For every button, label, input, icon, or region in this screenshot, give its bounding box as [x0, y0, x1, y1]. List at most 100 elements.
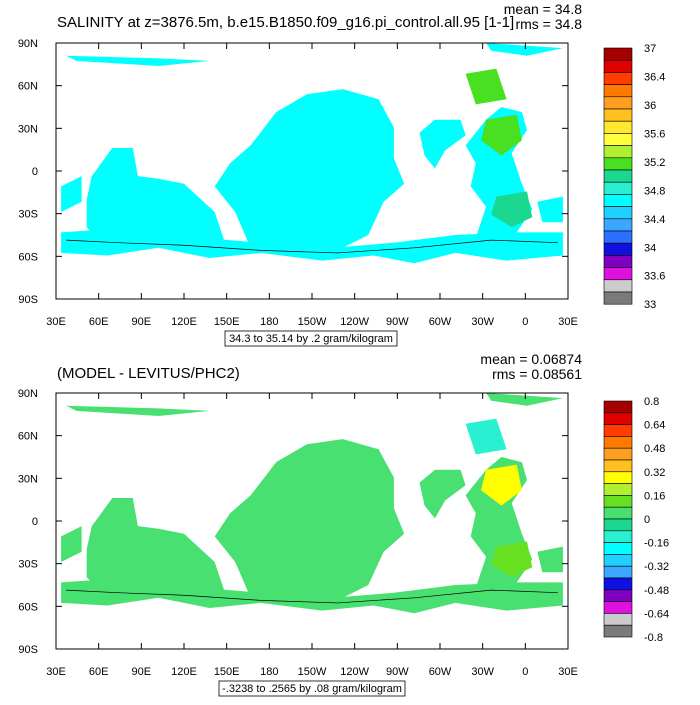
colorbar-label: 0.64: [644, 420, 665, 432]
colorbar-swatch: [603, 96, 633, 110]
x-tick-label: 60E: [89, 316, 109, 328]
ocean-field-region: [66, 55, 210, 66]
ocean-field-region: [86, 498, 225, 598]
ocean-field-region: [86, 148, 225, 248]
colorbar-swatch: [603, 59, 633, 73]
x-tick-label: 150E: [214, 666, 240, 678]
colorbar-label: 34: [644, 242, 656, 254]
x-tick-label: 30E: [558, 316, 578, 328]
panel-2-mean: mean = 0.06874: [480, 351, 582, 367]
ocean-field-region: [61, 526, 82, 562]
colorbar-swatch: [603, 565, 633, 579]
x-tick-label: 120E: [171, 316, 197, 328]
panel-1-rms: rms = 34.8: [515, 16, 582, 32]
panel-1-range-box: [224, 330, 398, 347]
y-tick-label: 30S: [18, 559, 38, 571]
x-tick-label: 0: [522, 666, 528, 678]
panel-1-axes: 30E 60E 90E 120E 150E 180 150W 120W 90W 60W 30W 0 30…: [18, 38, 578, 328]
x-tick-label: 0: [522, 316, 528, 328]
colorbar-label: -0.16: [644, 538, 669, 550]
anomaly-region: [491, 541, 533, 578]
panel-difference: (MODEL - LEVITUS/PHC2) mean = 0.06874 rm…: [18, 351, 669, 697]
x-tick-label: 180: [260, 666, 278, 678]
colorbar-swatch: [603, 72, 633, 85]
colorbar-label: 0.8: [644, 396, 659, 408]
x-tick-label: 150W: [298, 666, 327, 678]
x-tick-label: 60W: [429, 666, 452, 678]
colorbar-swatch: [603, 255, 633, 268]
colorbar-swatch: [603, 412, 633, 425]
x-tick-label: 90E: [132, 666, 152, 678]
panel-2-map: [56, 393, 568, 649]
colorbar-swatch: [603, 181, 633, 195]
colorbar-swatch: [603, 577, 633, 591]
x-tick-label: 90W: [386, 666, 409, 678]
colorbar-swatch: [603, 589, 633, 602]
ocean-field-region: [61, 176, 82, 212]
panel-2-colorbar: 0.8 0.64 0.48 0.32 0.16 0 -0.16 -0.32 -0.48 -0.64…: [603, 396, 669, 644]
x-tick-label: 150E: [214, 316, 240, 328]
colorbar-swatch: [603, 436, 633, 449]
y-tick-label: 60N: [18, 81, 38, 93]
anomaly-region: [481, 114, 522, 156]
ocean-field-region: [419, 119, 466, 169]
y-tick-label: 30N: [18, 123, 38, 135]
colorbar-label: 37: [644, 43, 656, 55]
panel-2-axes: 30E 60E 90E 120E 150E 180 150W 120W 90W 60W 30W 0 30…: [18, 388, 578, 678]
colorbar-swatch: [603, 483, 633, 496]
colorbar-swatch: [603, 554, 633, 567]
colorbar-swatch: [603, 279, 633, 293]
panel-2-range-box: [218, 680, 406, 697]
colorbar-swatch: [603, 542, 633, 555]
panel-2-rms: rms = 0.08561: [492, 366, 582, 382]
colorbar-swatch: [603, 145, 633, 159]
x-tick-label: 120W: [340, 666, 369, 678]
panel-1-title: SALINITY at z=3876.5m, b.e15.B1850.f09_g…: [57, 14, 514, 31]
colorbar-swatch: [603, 133, 633, 146]
colorbar-swatch: [603, 206, 633, 220]
x-tick-label: 30W: [471, 316, 494, 328]
colorbar-label: 34.4: [644, 214, 665, 226]
colorbar-label: 0.16: [644, 490, 665, 502]
ocean-field-region: [486, 43, 563, 56]
contour-line: [66, 589, 558, 604]
anomaly-region: [465, 68, 507, 105]
colorbar-label: 33.6: [644, 271, 665, 283]
colorbar-swatch: [603, 400, 633, 414]
colorbar-label: 34.8: [644, 185, 665, 197]
colorbar-swatch: [603, 242, 633, 256]
colorbar-swatch: [603, 613, 633, 626]
y-tick-label: 90S: [18, 644, 38, 656]
colorbar-swatch: [603, 447, 633, 461]
colorbar-label: 0.48: [644, 443, 665, 455]
x-tick-label: 30W: [471, 666, 494, 678]
y-tick-label: 0: [32, 516, 38, 528]
x-tick-label: 120E: [171, 666, 197, 678]
y-tick-label: 0: [32, 166, 38, 178]
colorbar-swatch: [603, 84, 633, 98]
colorbar-swatch: [603, 194, 633, 207]
colorbar-swatch: [603, 230, 633, 244]
colorbar-label: 35.2: [644, 157, 665, 169]
x-tick-label: 90E: [132, 316, 152, 328]
y-tick-label: 60S: [18, 601, 38, 613]
colorbar-label: -0.48: [644, 585, 669, 597]
ocean-field-region: [537, 196, 563, 223]
panel-2-title: (MODEL - LEVITUS/PHC2): [57, 365, 240, 382]
x-tick-label: 30E: [558, 666, 578, 678]
colorbar-label: 35.6: [644, 128, 665, 140]
y-tick-label: 90S: [18, 294, 38, 306]
panel-1-colorbar: 37 36.4 36 35.6 35.2 34.8 34.4 34 33.6 33: [603, 43, 665, 311]
colorbar-label: 0: [644, 514, 650, 526]
x-tick-label: 120W: [340, 316, 369, 328]
colorbar-swatch: [603, 291, 633, 305]
y-tick-label: 90N: [18, 38, 38, 50]
y-tick-label: 60N: [18, 431, 38, 443]
panel-1-range-note: 34.3 to 35.14 by .2 gram/kilogram: [229, 333, 393, 345]
x-tick-label: 150W: [298, 316, 327, 328]
colorbar-swatch: [603, 218, 633, 232]
y-tick-label: 30N: [18, 473, 38, 485]
ocean-field-region: [61, 229, 563, 264]
colorbar-swatch: [603, 108, 633, 122]
